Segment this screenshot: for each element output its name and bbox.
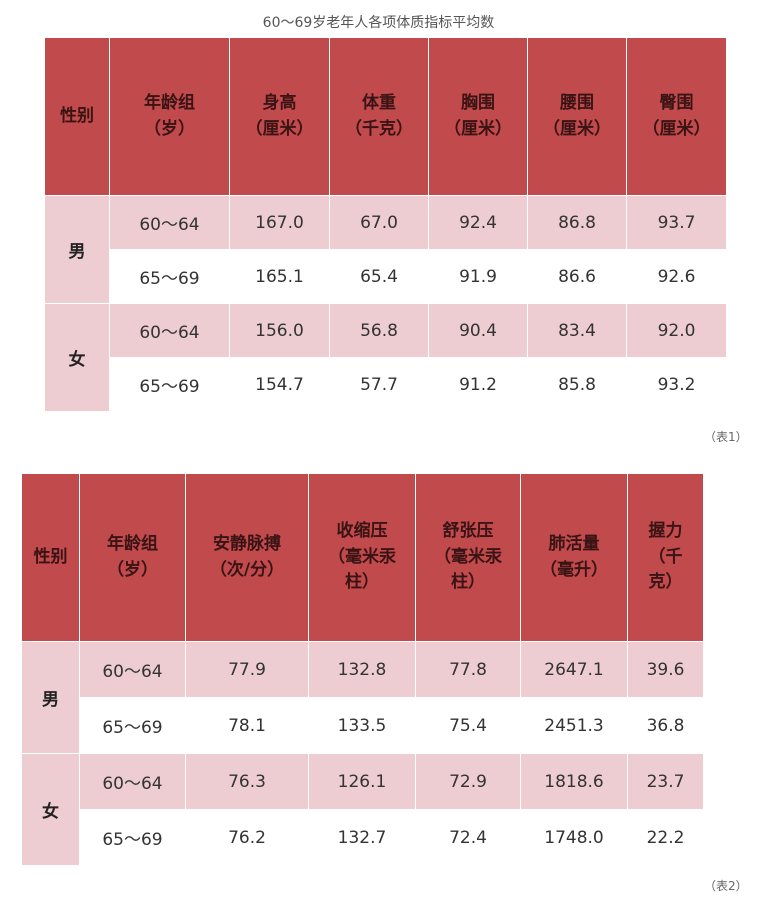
- cell-chest: 92.4: [428, 195, 528, 250]
- sex-cell-female: 女: [21, 753, 80, 866]
- cell-vital-capacity: 1818.6: [520, 753, 628, 810]
- cell-age-group: 60～64: [79, 641, 186, 698]
- header-height: 身高 （厘米）: [229, 37, 330, 196]
- cell-resting-pulse: 78.1: [185, 697, 309, 754]
- table-row: 65～69 154.7 57.7 91.2 85.8 93.2: [45, 357, 727, 412]
- cell-age-group: 65～69: [79, 809, 186, 866]
- table-row: 65～69 78.1 133.5 75.4 2451.3 36.8: [22, 697, 704, 754]
- cell-age-group: 65～69: [109, 249, 230, 304]
- cell-weight: 67.0: [329, 195, 429, 250]
- header-grip-strength: 握力 （千 克）: [627, 473, 704, 642]
- table-row: 女 60～64 156.0 56.8 90.4 83.4 92.0: [44, 303, 727, 412]
- table-row: 女 60～64 76.3 126.1 72.9 1818.6 23.7: [21, 753, 704, 866]
- header-resting-pulse: 安静脉搏 （次/分）: [185, 473, 309, 642]
- cell-diastolic-pressure: 72.4: [415, 809, 521, 866]
- cell-hip: 92.0: [626, 303, 727, 358]
- cell-waist: 85.8: [527, 357, 627, 412]
- cell-vital-capacity: 2451.3: [520, 697, 628, 754]
- cell-resting-pulse: 77.9: [185, 641, 309, 698]
- cell-diastolic-pressure: 72.9: [415, 753, 521, 810]
- header-age-group: 年龄组 （岁）: [109, 37, 230, 196]
- cell-age-group: 60～64: [79, 753, 186, 810]
- header-diastolic-pressure: 舒张压 （毫米汞 柱）: [415, 473, 521, 642]
- cell-weight: 65.4: [329, 249, 429, 304]
- cell-grip-strength: 23.7: [627, 753, 704, 810]
- cell-waist: 86.8: [527, 195, 627, 250]
- cell-age-group: 65～69: [109, 357, 230, 412]
- cell-hip: 93.2: [626, 357, 727, 412]
- cell-grip-strength: 22.2: [627, 809, 704, 866]
- cell-resting-pulse: 76.2: [185, 809, 309, 866]
- header-vital-capacity: 肺活量 （毫升）: [520, 473, 628, 642]
- cell-weight: 57.7: [329, 357, 429, 412]
- cell-resting-pulse: 76.3: [185, 753, 309, 810]
- table1-caption: （表1）: [704, 430, 748, 444]
- cell-weight: 56.8: [329, 303, 429, 358]
- cell-age-group: 60～64: [109, 195, 230, 250]
- header-chest: 胸围 （厘米）: [428, 37, 528, 196]
- sex-cell-male: 男: [21, 641, 80, 754]
- cell-systolic-pressure: 132.7: [308, 809, 416, 866]
- cell-height: 165.1: [229, 249, 330, 304]
- cell-waist: 86.6: [527, 249, 627, 304]
- cell-height: 156.0: [229, 303, 330, 358]
- cell-hip: 92.6: [626, 249, 727, 304]
- cell-vital-capacity: 2647.1: [520, 641, 628, 698]
- page-title: 60～69岁老年人各项体质指标平均数: [262, 15, 495, 31]
- cell-vital-capacity: 1748.0: [520, 809, 628, 866]
- cell-grip-strength: 39.6: [627, 641, 704, 698]
- cell-hip: 93.7: [626, 195, 727, 250]
- cell-systolic-pressure: 126.1: [308, 753, 416, 810]
- table-body-measurements: 性别 年龄组 （岁） 身高 （厘米） 体重 （千克） 胸围 （厘米） 腰围 （厘…: [44, 37, 727, 412]
- table-row: 男 60～64 167.0 67.0 92.4 86.8 93.7: [44, 195, 727, 304]
- header-systolic-pressure: 收缩压 （毫米汞 柱）: [308, 473, 416, 642]
- cell-diastolic-pressure: 75.4: [415, 697, 521, 754]
- cell-systolic-pressure: 133.5: [308, 697, 416, 754]
- table-physiological-measurements: 性别 年龄组 （岁） 安静脉搏 （次/分） 收缩压 （毫米汞 柱） 舒张压 （毫…: [21, 473, 704, 866]
- cell-chest: 91.9: [428, 249, 528, 304]
- cell-height: 167.0: [229, 195, 330, 250]
- sex-cell-male: 男: [44, 195, 110, 304]
- cell-grip-strength: 36.8: [627, 697, 704, 754]
- cell-age-group: 65～69: [79, 697, 186, 754]
- cell-age-group: 60～64: [109, 303, 230, 358]
- cell-diastolic-pressure: 77.8: [415, 641, 521, 698]
- header-sex: 性别: [21, 473, 80, 642]
- header-weight: 体重 （千克）: [329, 37, 429, 196]
- cell-chest: 90.4: [428, 303, 528, 358]
- cell-waist: 83.4: [527, 303, 627, 358]
- cell-chest: 91.2: [428, 357, 528, 412]
- header-waist: 腰围 （厘米）: [527, 37, 627, 196]
- table2-caption: （表2）: [704, 879, 748, 893]
- table-row: 男 60～64 77.9 132.8 77.8 2647.1 39.6: [21, 641, 704, 754]
- table-row: 65～69 76.2 132.7 72.4 1748.0 22.2: [22, 809, 704, 866]
- header-age-group: 年龄组 （岁）: [79, 473, 186, 642]
- table-row: 65～69 165.1 65.4 91.9 86.6 92.6: [45, 249, 727, 304]
- cell-height: 154.7: [229, 357, 330, 412]
- header-hip: 臀围 （厘米）: [626, 37, 727, 196]
- header-sex: 性别: [44, 37, 110, 196]
- cell-systolic-pressure: 132.8: [308, 641, 416, 698]
- sex-cell-female: 女: [44, 303, 110, 412]
